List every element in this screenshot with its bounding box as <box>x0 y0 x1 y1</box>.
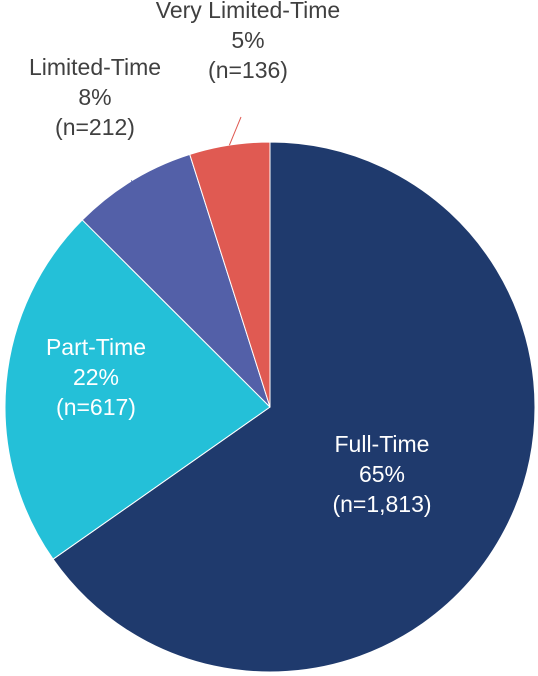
slice-count-full-time: (n=1,813) <box>332 491 431 517</box>
slice-label-full-time: Full-Time <box>335 431 430 457</box>
slice-percent-limited-time: 8% <box>78 84 111 110</box>
slice-count-very-limited-time: (n=136) <box>208 57 288 83</box>
slice-percent-part-time: 22% <box>73 364 119 390</box>
pie-slice-full-time <box>52 141 536 673</box>
leader-line-very-limited-time <box>228 116 242 146</box>
pie-labels: Full-Time 65% (n=1,813) Part-Time 22% (n=617)… <box>29 0 432 517</box>
slice-count-part-time: (n=617) <box>56 394 136 420</box>
pie-slice-very-limited-time <box>189 141 271 408</box>
slice-count-limited-time: (n=212) <box>55 114 135 140</box>
slice-label-very-limited-time: Very Limited-Time <box>156 0 340 23</box>
slice-label-part-time: Part-Time <box>46 334 146 360</box>
slice-percent-full-time: 65% <box>359 461 405 487</box>
pie-slices <box>4 141 536 673</box>
slice-label-limited-time: Limited-Time <box>29 54 161 80</box>
pie-slice-part-time <box>4 219 271 560</box>
slice-percent-very-limited-time: 5% <box>231 27 264 53</box>
